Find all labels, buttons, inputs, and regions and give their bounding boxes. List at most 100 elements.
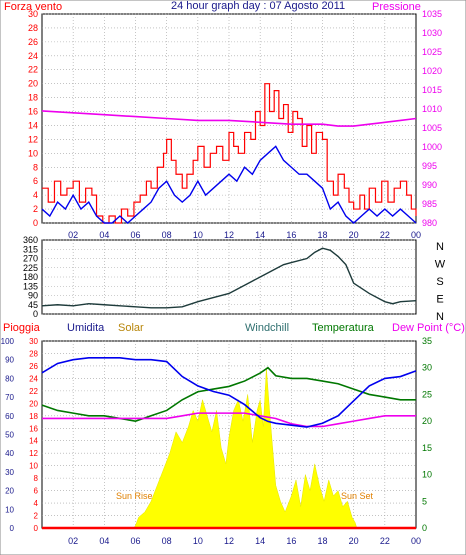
pressure-label: Pressione — [372, 1, 421, 13]
x-tick-label: 14 — [255, 536, 265, 546]
x-tick-label: 16 — [286, 230, 296, 240]
x-tick-label: 08 — [162, 230, 172, 240]
wind-y-tick-label: 4 — [33, 190, 38, 200]
humidity-label: Umidita — [67, 322, 105, 334]
x-tick-label: 18 — [317, 536, 327, 546]
x-tick-label: 04 — [99, 230, 109, 240]
solar-label: Solar — [118, 322, 144, 334]
humidity-y-tick-label: 60 — [5, 412, 14, 421]
x-tick-label: 04 — [99, 536, 109, 546]
pressure-y-tick-label: 1010 — [422, 104, 442, 114]
temperature-label: Temperatura — [312, 322, 375, 334]
x-tick-label: 06 — [130, 536, 140, 546]
rain-y-tick-label: 22 — [29, 387, 38, 396]
rain-y-tick-label: 18 — [29, 412, 38, 421]
x-tick-label: 10 — [193, 230, 203, 240]
wind-y-tick-label: 2 — [33, 204, 38, 214]
rain-y-tick-label: 10 — [29, 462, 38, 471]
humidity-series — [41, 357, 417, 428]
humidity-y-tick-label: 90 — [5, 356, 14, 365]
wind-y-tick-label: 30 — [28, 9, 38, 19]
x-tick-label: 00 — [411, 536, 421, 546]
solar-area-series — [42, 367, 416, 529]
x-tick-label: 16 — [286, 536, 296, 546]
temperature-y-tick-label: 10 — [422, 470, 432, 480]
rain-y-tick-label: 12 — [29, 449, 38, 458]
dewpoint-label: Dew Point (°C) — [392, 322, 465, 334]
wind-y-tick-label: 0 — [33, 218, 38, 228]
pressure-y-tick-label: 980 — [422, 218, 437, 228]
rain-y-tick-label: 30 — [29, 337, 38, 346]
x-tick-label: 20 — [349, 536, 359, 546]
humidity-y-tick-label: 50 — [5, 431, 14, 440]
x-tick-label: 06 — [130, 230, 140, 240]
windchill-label: Windchill — [245, 322, 289, 334]
humidity-y-tick-label: 40 — [5, 449, 14, 458]
x-tick-label: 02 — [68, 230, 78, 240]
rain-y-tick-label: 4 — [34, 499, 39, 508]
rain-y-tick-label: 0 — [34, 524, 39, 533]
compass-label: N — [436, 241, 444, 253]
wind-y-tick-label: 24 — [28, 51, 38, 61]
x-tick-label: 00 — [411, 230, 421, 240]
pressure-y-tick-label: 1035 — [422, 9, 442, 19]
rain-y-tick-label: 6 — [34, 487, 39, 496]
x-tick-label: 22 — [380, 230, 390, 240]
wind-y-tick-label: 12 — [28, 134, 38, 144]
wind-gust-series — [42, 83, 417, 224]
direction-y-tick-label: 135 — [23, 281, 38, 291]
wind-y-tick-label: 20 — [28, 79, 38, 89]
x-tick-label: 20 — [349, 230, 359, 240]
direction-y-tick-label: 45 — [28, 300, 38, 310]
wind-strength-label: Forza vento — [4, 1, 62, 13]
humidity-y-tick-label: 80 — [5, 374, 14, 383]
wind-y-tick-label: 26 — [28, 37, 38, 47]
wind-y-tick-label: 16 — [28, 107, 38, 117]
x-tick-label: 08 — [162, 536, 172, 546]
wind-y-tick-label: 22 — [28, 65, 38, 75]
x-tick-label: 12 — [224, 536, 234, 546]
wind-y-tick-label: 6 — [33, 176, 38, 186]
pressure-series — [41, 110, 417, 127]
direction-y-tick-label: 360 — [23, 235, 38, 245]
x-tick-label: 18 — [317, 230, 327, 240]
pressure-y-tick-label: 1030 — [422, 28, 442, 38]
chart-title: 24 hour graph day : 07 Agosto 2011 — [171, 0, 345, 12]
x-tick-label: 12 — [224, 230, 234, 240]
x-tick-label: 02 — [68, 536, 78, 546]
pressure-y-tick-label: 995 — [422, 161, 437, 171]
rain-y-tick-label: 14 — [29, 437, 38, 446]
humidity-y-tick-label: 20 — [5, 487, 14, 496]
compass-label: W — [435, 259, 446, 271]
temperature-y-tick-label: 15 — [422, 443, 432, 453]
pressure-y-tick-label: 985 — [422, 199, 437, 209]
rain-y-tick-label: 26 — [29, 362, 38, 371]
humidity-y-tick-label: 30 — [5, 468, 14, 477]
temperature-y-tick-label: 30 — [422, 363, 432, 373]
direction-y-tick-label: 270 — [23, 254, 38, 264]
compass-label: E — [436, 294, 443, 306]
humidity-y-tick-label: 70 — [5, 393, 14, 402]
direction-y-tick-label: 0 — [33, 309, 38, 319]
wind-speed-series — [41, 145, 417, 224]
direction-y-tick-label: 315 — [23, 244, 38, 254]
rain-y-tick-label: 2 — [34, 512, 39, 521]
wind-y-tick-label: 8 — [33, 162, 38, 172]
direction-y-tick-label: 90 — [28, 291, 38, 301]
rain-y-tick-label: 20 — [29, 399, 38, 408]
humidity-y-tick-label: 100 — [1, 337, 15, 346]
temperature-y-tick-label: 35 — [422, 336, 432, 346]
pressure-y-tick-label: 1025 — [422, 47, 442, 57]
temperature-y-tick-label: 20 — [422, 416, 432, 426]
wind-y-tick-label: 28 — [28, 23, 38, 33]
compass-label: N — [436, 311, 444, 323]
pressure-y-tick-label: 1020 — [422, 66, 442, 76]
x-tick-label: 22 — [380, 536, 390, 546]
rain-label: Pioggia — [3, 322, 41, 334]
humidity-y-tick-label: 0 — [10, 524, 15, 533]
humidity-y-tick-label: 10 — [5, 505, 14, 514]
pressure-y-tick-label: 1000 — [422, 142, 442, 152]
